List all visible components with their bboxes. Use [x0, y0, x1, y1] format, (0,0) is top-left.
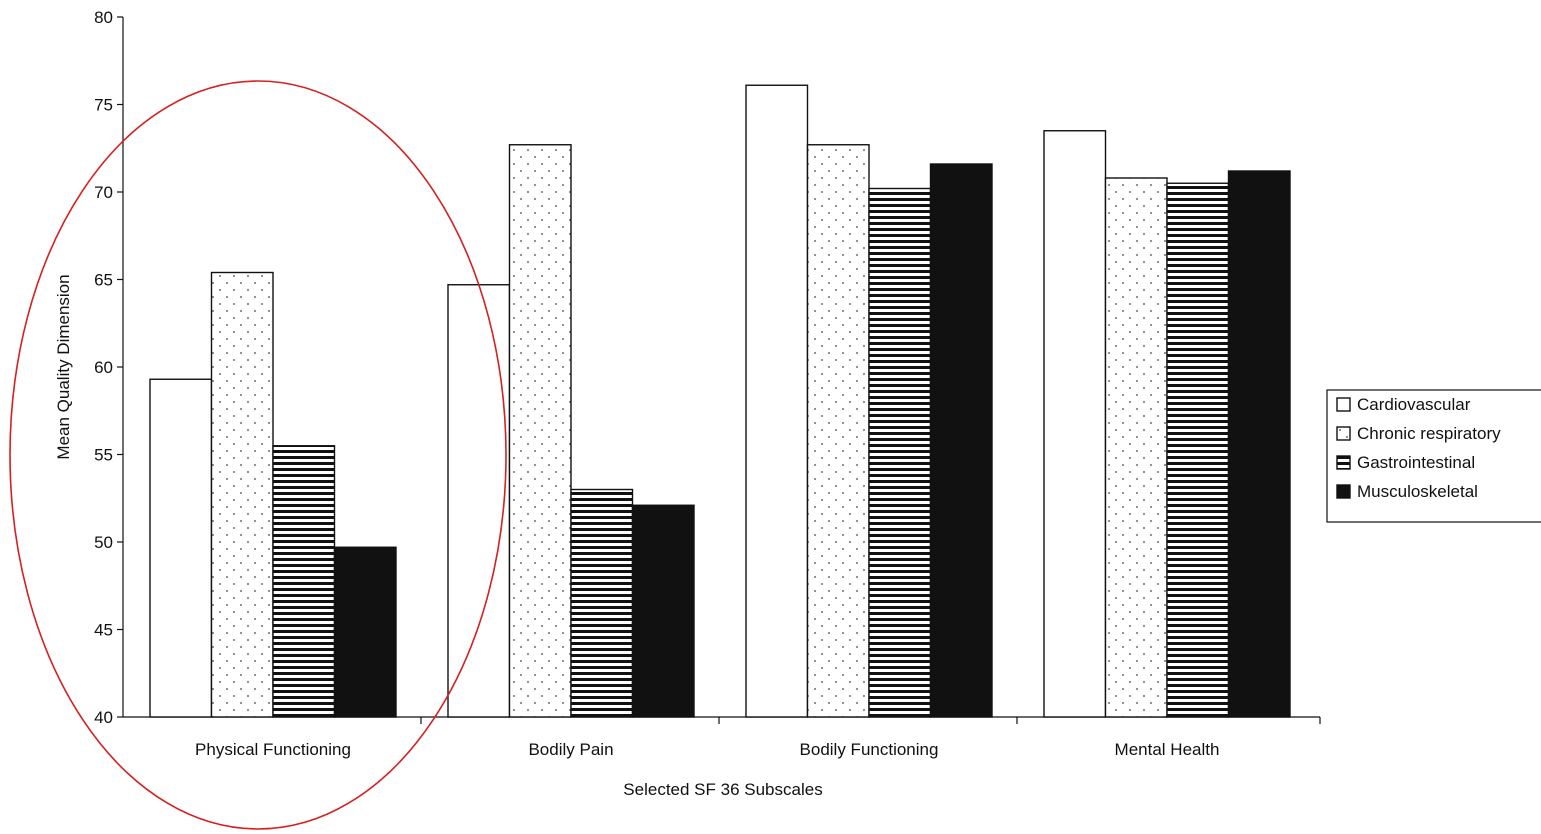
- category-label-bodily-functioning: Bodily Functioning: [800, 740, 939, 759]
- bar-mental-health-musculoskeletal: [1227, 170, 1291, 718]
- bar-bodily-pain-cardiovascular: [447, 284, 511, 718]
- y-tick-label: 75: [94, 96, 113, 115]
- legend-label-chronic-respiratory: Chronic respiratory: [1357, 424, 1501, 443]
- bar-bodily-pain-gastrointestinal: [570, 488, 634, 718]
- legend-swatch-gastrointestinal: [1336, 455, 1351, 470]
- bar-bodily-functioning-cardiovascular: [745, 84, 809, 718]
- legend-label-cardiovascular: Cardiovascular: [1357, 395, 1471, 414]
- annotation-ellipse: [9, 80, 507, 830]
- y-tick-label: 45: [94, 621, 113, 640]
- y-tick-label: 55: [94, 446, 113, 465]
- legend-swatch-cardiovascular: [1336, 397, 1351, 412]
- x-axis: Physical Functioning Bodily Pain Bodily Fu…: [123, 716, 1321, 759]
- bar-physical-functioning-chronic-respiratory: [210, 271, 274, 718]
- category-label-bodily-pain: Bodily Pain: [528, 740, 613, 759]
- bar-bodily-pain-musculoskeletal: [631, 504, 695, 718]
- bar-mental-health-cardiovascular: [1043, 130, 1107, 718]
- legend-box: [1326, 389, 1541, 523]
- legend-swatch-chronic-respiratory: [1336, 426, 1351, 441]
- y-tick-label: 60: [94, 358, 113, 377]
- y-axis: 40 45 50 55 60 65 70 75 80: [94, 8, 124, 727]
- y-tick-label: 65: [94, 271, 113, 290]
- bar-mental-health-chronic-respiratory: [1104, 177, 1168, 718]
- bar-bodily-pain-chronic-respiratory: [508, 144, 572, 718]
- bars: [149, 84, 1291, 718]
- bar-bodily-functioning-gastrointestinal: [868, 187, 932, 718]
- category-label-mental-health: Mental Health: [1115, 740, 1220, 759]
- legend-label-gastrointestinal: Gastrointestinal: [1357, 453, 1475, 472]
- bar-bodily-functioning-chronic-respiratory: [806, 144, 870, 718]
- y-tick-label: 40: [94, 708, 113, 727]
- category-label-physical-functioning: Physical Functioning: [195, 740, 351, 759]
- bar-bodily-functioning-musculoskeletal: [929, 163, 993, 718]
- y-tick-label: 70: [94, 183, 113, 202]
- legend: Cardiovascular Chronic respiratory Gastroi…: [1326, 389, 1541, 523]
- y-tick-label: 80: [94, 8, 113, 27]
- bar-physical-functioning-musculoskeletal: [333, 546, 397, 718]
- y-tick-label: 50: [94, 533, 113, 552]
- bar-physical-functioning-cardiovascular: [149, 378, 213, 718]
- legend-label-musculoskeletal: Musculoskeletal: [1357, 482, 1478, 501]
- y-axis-title: Mean Quality Dimension: [54, 274, 73, 459]
- legend-swatch-musculoskeletal: [1336, 484, 1351, 499]
- bar-mental-health-gastrointestinal: [1166, 182, 1230, 718]
- bar-physical-functioning-gastrointestinal: [272, 445, 336, 718]
- x-axis-title: Selected SF 36 Subscales: [623, 780, 822, 799]
